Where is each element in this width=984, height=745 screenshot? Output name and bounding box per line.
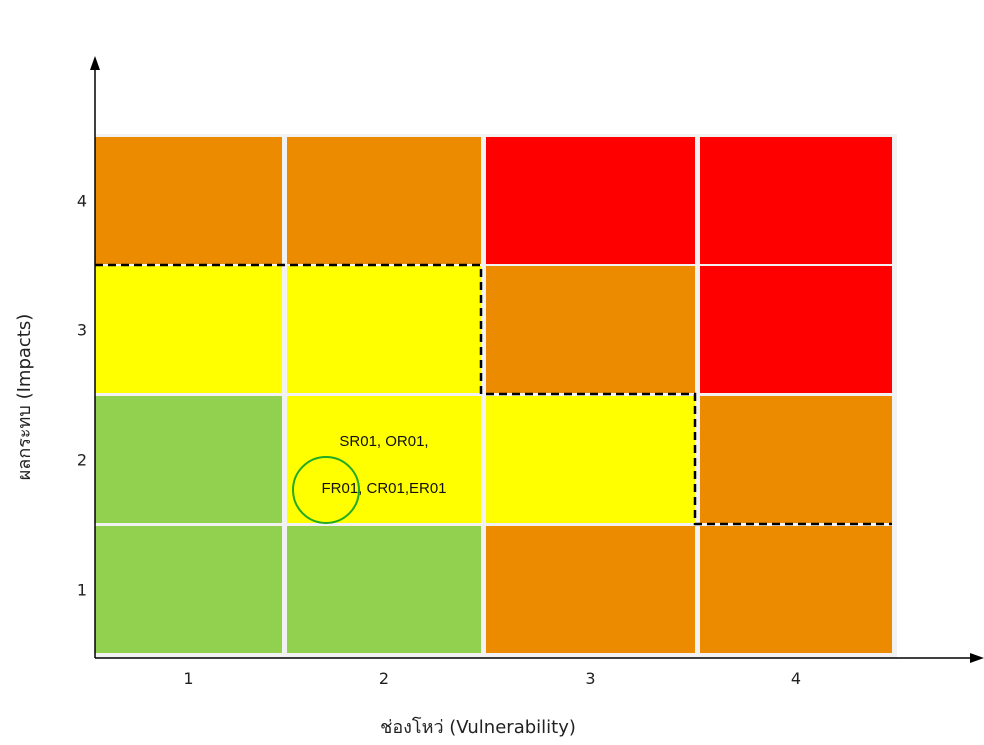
x-axis-arrow — [970, 653, 984, 663]
x-tick-label: 3 — [585, 669, 595, 688]
cell-x1-y1 — [95, 526, 282, 653]
cell-x2-y1 — [287, 526, 481, 653]
y-tick-label: 4 — [77, 192, 87, 211]
highlight-circle — [292, 456, 360, 524]
x-tick-label: 4 — [791, 669, 801, 688]
cell-x4-y1 — [700, 526, 892, 653]
y-tick-label: 3 — [77, 321, 87, 340]
cell-x3-y3 — [486, 266, 695, 393]
cell-x4-y2 — [700, 396, 892, 523]
boundary-dashed-line — [95, 263, 892, 526]
cell-x2-y3 — [287, 266, 481, 393]
risk-boundary — [95, 263, 892, 526]
cell-x1-y2 — [95, 396, 282, 523]
cell-x2-y2 — [287, 396, 481, 523]
y-axis-title: ผลกระทบ (Impacts) — [14, 314, 35, 481]
cell-annotation-text: SR01, OR01, — [339, 433, 428, 450]
cell-x4-y3 — [700, 266, 892, 393]
cell-x3-y2 — [486, 396, 695, 523]
cells-layer — [95, 134, 897, 658]
x-axis-title: ช่องโหว่ (Vulnerability) — [380, 716, 576, 738]
cell-x1-y3 — [95, 266, 282, 393]
y-axis-arrow — [90, 56, 100, 70]
y-tick-label: 1 — [77, 581, 87, 600]
x-tick-label: 1 — [183, 669, 193, 688]
cell-x1-y4 — [95, 137, 282, 264]
cell-annotation-text: FR01, CR01,ER01 — [321, 480, 446, 497]
cell-x2-y4 — [287, 137, 481, 264]
cell-x3-y4 — [486, 137, 695, 264]
y-tick-label: 2 — [77, 451, 87, 470]
x-tick-label: 2 — [379, 669, 389, 688]
annotations: SR01, OR01, FR01, CR01,ER01 — [292, 433, 447, 524]
cell-x4-y4 — [700, 137, 892, 264]
axes — [90, 56, 984, 663]
tick-labels: 1 2 3 4 1 2 3 4 — [77, 192, 801, 689]
cell-x3-y1 — [486, 526, 695, 653]
